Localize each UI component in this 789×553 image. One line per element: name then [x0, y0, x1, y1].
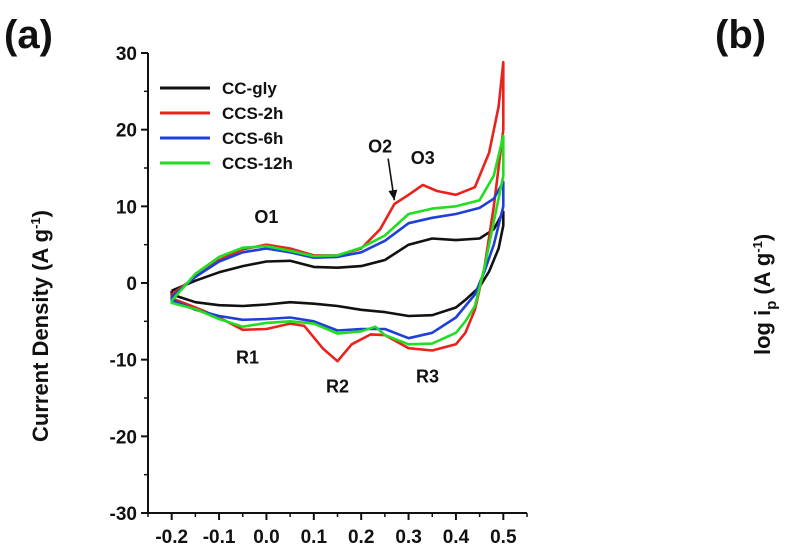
y-tick-label: -20 [110, 427, 137, 448]
x-tick-label: -0.2 [155, 527, 188, 548]
annotation-o3: O3 [411, 148, 435, 168]
panel-b-ylabel-main: log i [750, 310, 775, 355]
y-tick-label: 30 [116, 44, 137, 65]
legend-label-ccs-12h: CCS-12h [222, 154, 293, 173]
panel-b-ylabel-unit: (A g [750, 253, 775, 295]
y-tick-label: -10 [110, 351, 137, 372]
y-tick-label: 10 [116, 197, 137, 218]
legend: CC-gly CCS-2h CCS-6h CCS-12h [160, 79, 293, 173]
panel-a-label: (a) [4, 13, 53, 57]
annotation-r1: R1 [236, 348, 259, 368]
series-line-cc-gly [170, 210, 505, 318]
legend-label-ccs-6h: CCS-6h [222, 129, 283, 148]
series-layer [170, 60, 505, 363]
panel-b-label: (b) [715, 13, 766, 57]
legend-label-cc-gly: CC-gly [222, 79, 277, 98]
axes-layer: -30 -20 -10 0 10 20 30 -0.2 -0.1 0.0 0.1 0.2 0.3 0.4 0… [110, 44, 528, 548]
y-axis-label-close: ) [28, 210, 53, 217]
panel-b-ylabel-sup: -1 [750, 241, 765, 253]
x-tick-label: 0.4 [443, 527, 470, 548]
annotation-o1: O1 [254, 207, 278, 227]
annotation-r2: R2 [326, 377, 349, 397]
series-line-ccs-12h [170, 134, 505, 346]
panel-b-ylabel-close: ) [750, 234, 775, 241]
x-tick-label: 0.3 [395, 527, 421, 548]
y-tick-label: 20 [116, 121, 137, 142]
annotation-r3: R3 [416, 367, 439, 387]
y-axis-label-sup: -1 [28, 217, 43, 229]
y-axis-label-main: Current Density (A g [28, 229, 53, 442]
y-tick-label: 0 [126, 274, 137, 295]
x-tick-label: 0.1 [301, 527, 328, 548]
y-axis-label: Current Density (A g-1) [28, 210, 53, 442]
x-tick-label: 0.0 [253, 527, 279, 548]
x-tick-label: 0.2 [348, 527, 374, 548]
x-tick-label: -0.1 [203, 527, 236, 548]
annotation-arrow-head [388, 189, 398, 201]
x-tick-label: 0.5 [490, 527, 517, 548]
legend-label-ccs-2h: CCS-2h [222, 104, 283, 123]
panel-b-ylabel: log ip (A g-1) [750, 234, 780, 355]
series-line-ccs-6h [170, 180, 505, 340]
annotations: O1 O2 O3 R1 R2 R3 [236, 137, 439, 397]
annotation-o2: O2 [368, 137, 392, 157]
panel-b-ylabel-sub: p [763, 301, 780, 310]
y-tick-label: -30 [110, 504, 137, 525]
